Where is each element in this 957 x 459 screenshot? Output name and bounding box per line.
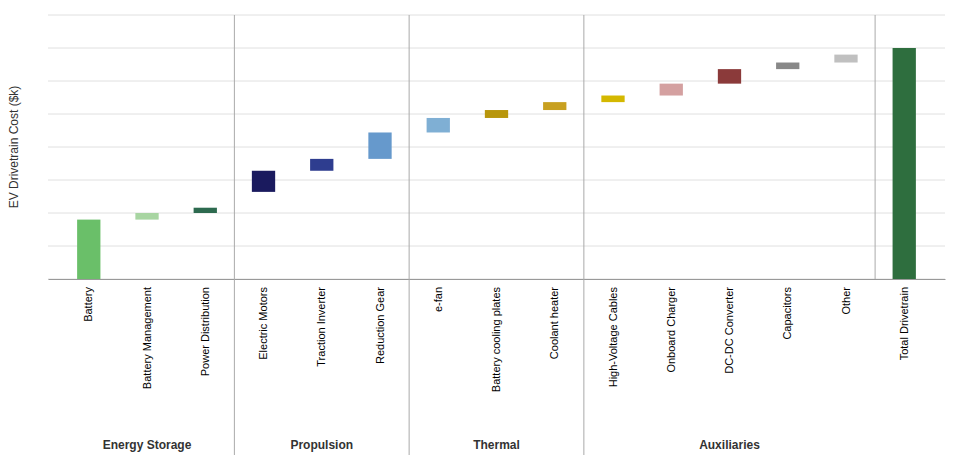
plot: Battery Battery Management Power Distribut…	[48, 15, 946, 455]
x-tick-label: Coolant heater	[548, 287, 560, 359]
bar	[485, 110, 508, 118]
y-axis-title: EV Drivetrain Cost ($k)	[7, 86, 21, 209]
x-tick: Battery	[82, 279, 94, 322]
x-tick: Power Distribution	[199, 279, 211, 376]
group-label: Energy Storage	[103, 438, 192, 452]
x-tick: DC-DC Converter	[723, 279, 735, 374]
bar	[368, 132, 391, 158]
x-tick: Reduction Gear	[374, 279, 386, 364]
x-tick: Coolant heater	[548, 279, 560, 359]
x-tick: Capacitors	[781, 279, 793, 340]
bar	[601, 96, 624, 103]
x-tick-label: Total Drivetrain	[898, 287, 910, 360]
groups: Energy Storage Propulsion Thermal Auxiliari…	[103, 15, 875, 455]
x-tick: Other	[840, 279, 852, 315]
x-tick-label: High-Voltage Cables	[607, 287, 619, 388]
group-divider	[583, 15, 584, 455]
grid-line	[48, 213, 945, 214]
group-divider	[234, 15, 235, 455]
bar	[776, 63, 799, 70]
x-tick-label: Electric Motors	[257, 287, 269, 360]
grid-line	[48, 180, 945, 181]
grid	[48, 15, 945, 279]
bar	[310, 159, 333, 171]
x-tick: Total Drivetrain	[898, 279, 910, 360]
x-tick-label: e-fan	[432, 287, 444, 312]
bar	[427, 118, 450, 133]
x-tick: Battery Management	[141, 279, 153, 389]
group-label: Propulsion	[290, 438, 353, 452]
chart: Battery Battery Management Power Distribut…	[0, 0, 957, 459]
bar	[718, 69, 741, 84]
grid-line	[48, 81, 945, 82]
x-tick: e-fan	[432, 279, 444, 312]
x-tick-label: Reduction Gear	[374, 287, 386, 364]
x-tick-label: Power Distribution	[199, 287, 211, 376]
x-tick: Onboard Charger	[665, 279, 677, 373]
x-tick-label: Onboard Charger	[665, 287, 677, 373]
grid-line	[48, 147, 945, 148]
x-tick: Electric Motors	[257, 279, 269, 360]
grid-line	[48, 15, 945, 16]
bar	[77, 220, 100, 279]
x-tick: Traction Inverter	[315, 279, 327, 367]
x-tick-label: Battery Management	[141, 287, 153, 389]
x-tick-label: Other	[840, 287, 852, 315]
bar	[252, 171, 275, 192]
x-axis-line	[49, 279, 946, 280]
bar	[135, 213, 158, 220]
x-tick-label: Battery	[82, 287, 94, 322]
x-tick-label: Traction Inverter	[315, 287, 327, 367]
grid-line	[48, 48, 945, 49]
bar	[660, 84, 683, 96]
grid-line	[48, 279, 945, 280]
x-tick-label: Capacitors	[781, 287, 793, 340]
group-label: Thermal	[473, 438, 520, 452]
x-tick: Battery cooling plates	[490, 279, 502, 392]
bar	[543, 102, 566, 110]
bar	[893, 48, 916, 279]
x-axis: Battery Battery Management Power Distribut…	[49, 279, 946, 392]
x-tick: High-Voltage Cables	[607, 279, 619, 387]
x-tick-label: Battery cooling plates	[490, 287, 502, 393]
group-divider	[409, 15, 410, 455]
grid-line	[48, 246, 945, 247]
bar	[194, 208, 217, 213]
x-tick-label: DC-DC Converter	[723, 287, 735, 374]
bar	[834, 55, 857, 63]
group-label: Auxiliaries	[699, 438, 760, 452]
bars	[77, 48, 916, 279]
group-divider	[875, 15, 876, 279]
